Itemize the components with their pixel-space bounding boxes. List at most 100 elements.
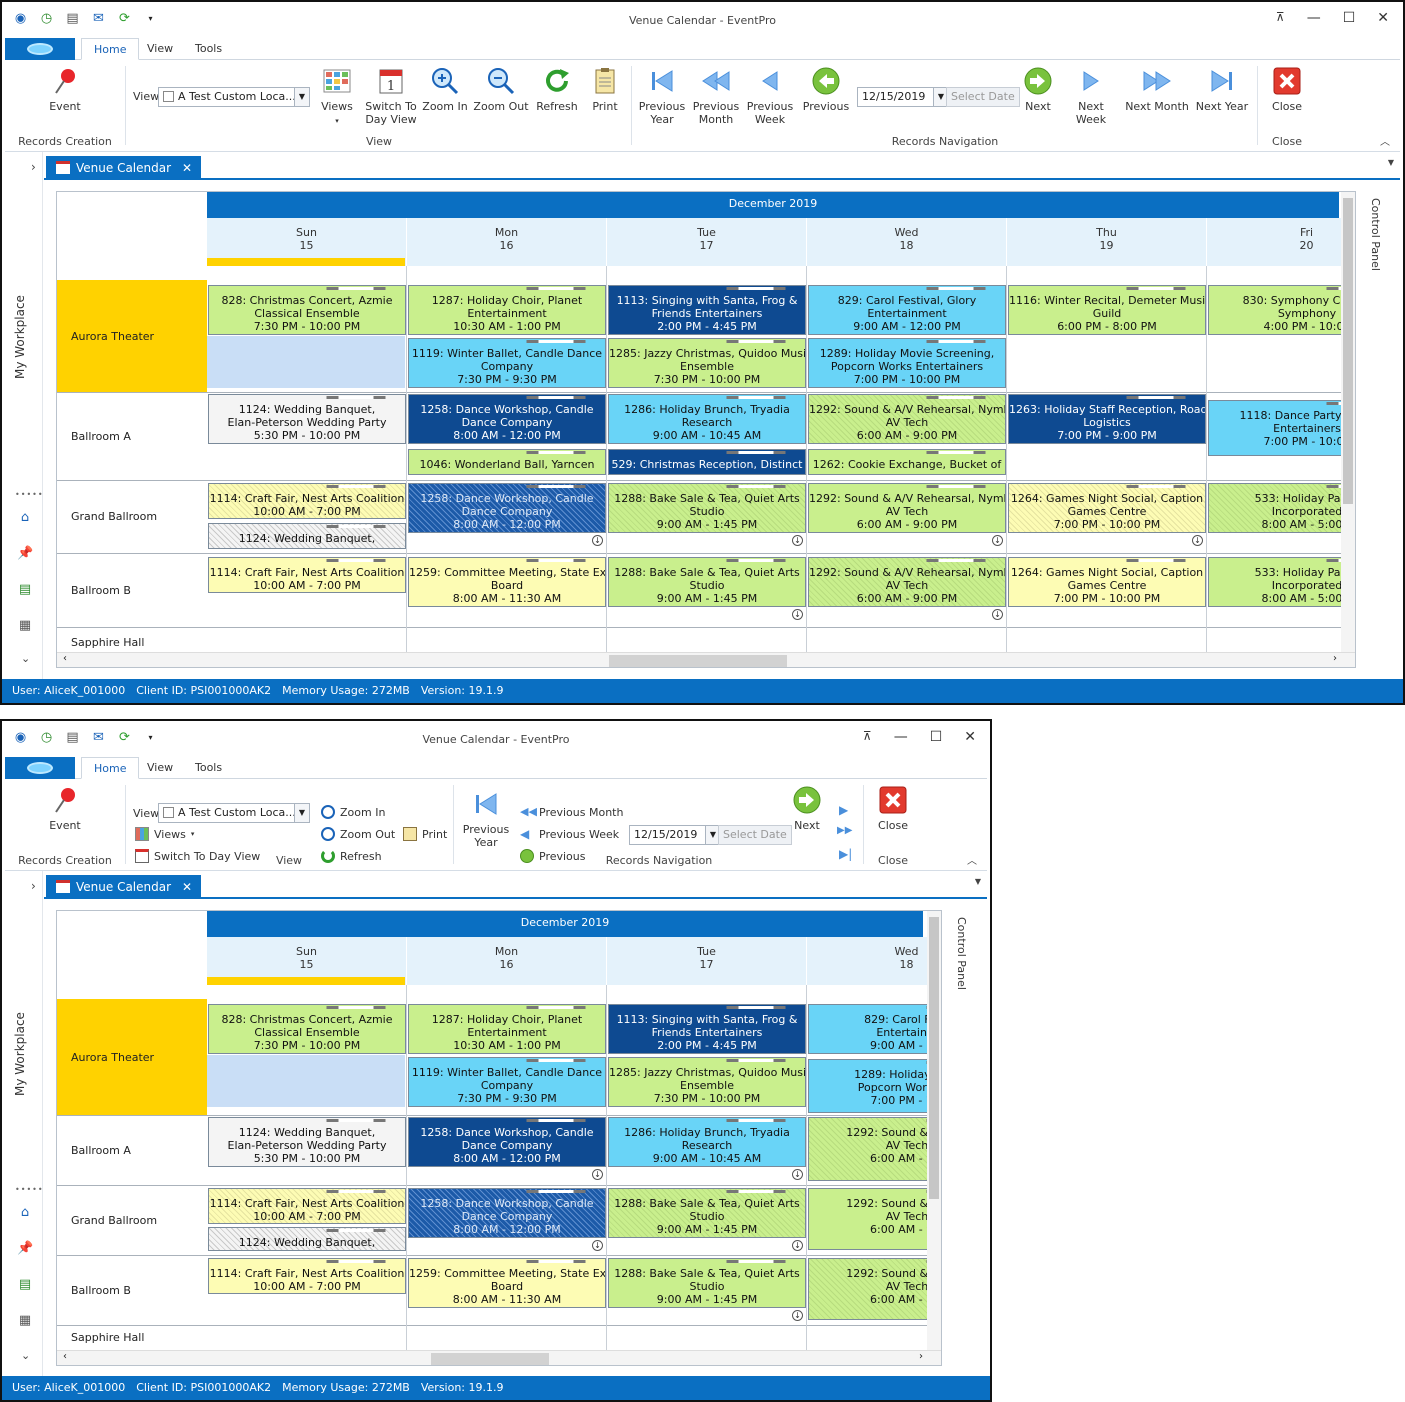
pushpin-icon[interactable]: 📌 — [17, 1241, 34, 1256]
more-events-arrow-icon[interactable]: ↓ — [792, 609, 803, 620]
resource-row-label[interactable]: Aurora Theater — [57, 280, 207, 392]
ledger-icon[interactable]: ▤ — [18, 582, 32, 597]
maximize-icon[interactable]: ☐ — [929, 729, 943, 745]
event-block[interactable]: 1258: Dance Workshop, Candle Dance Compan… — [408, 1188, 606, 1238]
next-button[interactable]: Next — [785, 785, 829, 832]
reports-icon[interactable]: ▦ — [18, 618, 32, 633]
next-week-icon[interactable]: ▶ — [839, 803, 849, 817]
selected-cell[interactable] — [207, 336, 405, 388]
event-block[interactable]: 828: Christmas Concert, Azmie Classical E… — [208, 1004, 406, 1054]
event-block[interactable]: 1113: Singing with Santa, Frog & Friends … — [608, 285, 806, 335]
event-block[interactable]: 1287: Holiday Choir, Planet Entertainment… — [408, 1004, 606, 1054]
home-icon[interactable]: ⌂ — [20, 510, 30, 525]
eventpro-eye-icon[interactable]: ◉ — [14, 11, 27, 26]
event-block[interactable]: 1288: Bake Sale & Tea, Quiet Arts Studio 9… — [608, 1258, 806, 1308]
day-header[interactable]: Wed 18 — [807, 937, 941, 985]
tab-home[interactable]: Home — [81, 38, 140, 60]
scroll-left-icon[interactable]: ‹ — [63, 653, 67, 664]
panel-grip-icon[interactable]: ••••• — [15, 1185, 44, 1194]
event-block[interactable]: 828: Christmas Concert, Azmie Classical E… — [208, 285, 406, 335]
selected-cell[interactable] — [207, 1055, 405, 1107]
event-block[interactable]: 1124: Wedding Banquet, — [208, 1227, 406, 1251]
minimize-icon[interactable]: — — [893, 729, 908, 745]
refresh-icon[interactable]: ⟳ — [119, 730, 130, 745]
my-workplace-label[interactable]: My Workplace — [13, 295, 27, 379]
more-events-arrow-icon[interactable]: ↓ — [792, 1310, 803, 1321]
chevron-down-icon[interactable]: ▼ — [294, 88, 309, 106]
event-block[interactable]: 1113: Singing with Santa, Frog & Friends … — [608, 1004, 806, 1054]
mail-icon[interactable]: ✉ — [93, 730, 104, 745]
document-icon[interactable]: ▤ — [66, 730, 79, 745]
tab-home[interactable]: Home — [81, 757, 140, 779]
previous-year-button[interactable]: Previous Year — [637, 66, 687, 126]
resource-row-label[interactable]: Sapphire Hall — [71, 635, 145, 649]
tab-list-chevron-icon[interactable]: ▼ — [1387, 158, 1394, 167]
my-workplace-label[interactable]: My Workplace — [13, 1012, 27, 1096]
resource-row-label[interactable]: Aurora Theater — [57, 999, 207, 1115]
previous-week-button[interactable]: Previous Week — [745, 66, 795, 126]
close-window-icon[interactable]: ✕ — [964, 729, 976, 745]
control-panel-tab[interactable]: Control Panel — [955, 917, 968, 990]
event-block[interactable]: 829: Carol Festival, Glory Entertainment 9… — [808, 285, 1006, 335]
zoom-in-button[interactable]: Zoom In — [321, 805, 385, 819]
more-events-arrow-icon[interactable]: ↓ — [792, 535, 803, 546]
restore-ribbon-icon[interactable]: ⊼ — [862, 729, 872, 743]
event-block[interactable]: 1124: Wedding Banquet, Elan-Peterson Wedd… — [208, 394, 406, 444]
event-block[interactable]: 1046: Wonderland Ball, Yarncen — [408, 449, 606, 475]
customize-chevron-icon[interactable]: ▾ — [148, 732, 153, 742]
event-block[interactable]: 1292: Sound & A/V Rehearsal, Nymba AV Tec… — [808, 557, 1006, 607]
next-week-button[interactable]: Next Week — [1063, 66, 1119, 126]
previous-week-button[interactable]: ◀ Previous Week — [520, 827, 619, 841]
expand-chevron-icon[interactable]: › — [31, 160, 36, 174]
view-combo[interactable]: A Test Custom Loca... ▼ — [158, 87, 310, 107]
home-icon[interactable]: ⌂ — [20, 1205, 30, 1220]
day-header[interactable]: Mon 16 — [407, 937, 607, 985]
event-block[interactable]: 533: Holiday Party, Incorporated 8:00 AM -… — [1208, 483, 1355, 533]
next-month-button[interactable]: Next Month — [1125, 66, 1189, 113]
vertical-scroll-thumb[interactable] — [1343, 198, 1353, 504]
event-block[interactable]: 1118: Dance Party, PopcEntertainers7:00 … — [1208, 400, 1355, 456]
event-block[interactable]: 1259: Committee Meeting, State Expo Board… — [408, 1258, 606, 1308]
chevron-down-icon[interactable]: ▼ — [294, 804, 309, 822]
ledger-icon[interactable]: ▤ — [18, 1277, 32, 1292]
reports-icon[interactable]: ▦ — [18, 1313, 32, 1328]
scroll-down-chevron-icon[interactable]: ⌄ — [21, 1349, 31, 1362]
tab-venue-calendar[interactable]: Venue Calendar ✕ — [46, 875, 202, 899]
event-block[interactable]: 1264: Games Night Social, Caption Games C… — [1008, 483, 1206, 533]
resource-row-label[interactable]: Ballroom A — [71, 429, 131, 443]
event-block[interactable]: 1124: Wedding Banquet, Elan-Peterson Wedd… — [208, 1117, 406, 1167]
day-header[interactable]: Tue 17 — [607, 937, 807, 985]
switch-day-view-button[interactable]: Switch To Day View — [135, 849, 260, 863]
refresh-button[interactable]: Refresh — [532, 66, 582, 113]
day-header[interactable]: Wed 18 — [807, 218, 1007, 266]
resource-row-label[interactable]: Ballroom B — [71, 1283, 131, 1297]
event-block[interactable]: 1114: Craft Fair, Nest Arts Coalition 10:… — [208, 1258, 406, 1294]
more-events-arrow-icon[interactable]: ↓ — [792, 1240, 803, 1251]
resource-row-label[interactable]: Ballroom B — [71, 583, 131, 597]
print-button[interactable]: Print — [585, 66, 625, 113]
views-button[interactable]: Views ▾ — [315, 66, 359, 128]
refresh-icon[interactable]: ⟳ — [119, 11, 130, 26]
day-header[interactable]: Thu 19 — [1007, 218, 1207, 266]
more-events-arrow-icon[interactable]: ↓ — [592, 1240, 603, 1251]
switch-day-view-button[interactable]: 1 Switch To Day View — [361, 66, 421, 126]
date-input[interactable]: 12/15/2019 ▼ — [629, 825, 721, 845]
event-block[interactable]: 1259: Committee Meeting, State Expo Board… — [408, 557, 606, 607]
zoom-in-button[interactable]: Zoom In — [420, 66, 470, 113]
tab-view[interactable]: View — [147, 42, 174, 55]
event-block[interactable]: 1285: Jazzy Christmas, Quidoo Music Ensem… — [608, 1057, 806, 1107]
collapse-ribbon-icon[interactable]: ︿ — [967, 856, 977, 867]
event-block[interactable]: 1288: Bake Sale & Tea, Quiet Arts Studio 9… — [608, 557, 806, 607]
event-button[interactable]: Event — [35, 785, 95, 832]
resource-row-label[interactable]: Grand Ballroom — [71, 510, 158, 523]
event-button[interactable]: Event — [35, 66, 95, 113]
control-panel-tab[interactable]: Control Panel — [1369, 198, 1382, 271]
refresh-button[interactable]: Refresh — [321, 849, 382, 863]
event-block[interactable]: 830: Symphony ConcerSymphony4:00 PM - 10… — [1208, 285, 1355, 335]
event-block[interactable]: 1292: Sound & A/V Rehearsal, Nymba AV Tec… — [808, 483, 1006, 533]
clock-icon[interactable]: ◷ — [40, 11, 53, 26]
previous-month-button[interactable]: Previous Month — [691, 66, 741, 126]
event-block[interactable]: 1289: Holiday Movie Screening, Popcorn Wo… — [808, 338, 1006, 388]
